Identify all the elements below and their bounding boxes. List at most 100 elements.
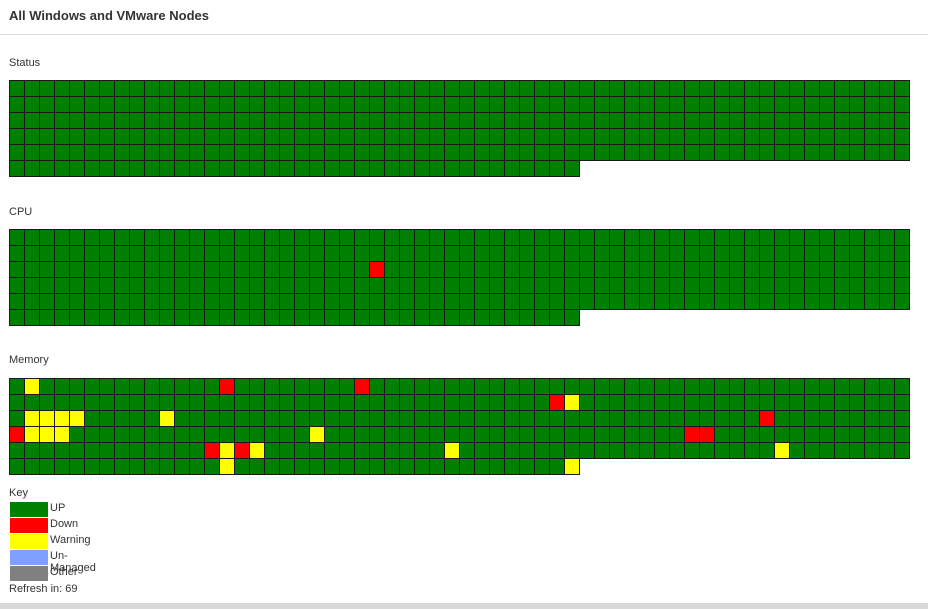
node-cell[interactable] [189,96,205,113]
node-cell[interactable] [429,128,445,145]
node-cell[interactable] [684,80,700,97]
node-cell[interactable] [189,128,205,145]
node-cell[interactable] [9,144,25,161]
node-cell[interactable] [759,80,775,97]
node-cell[interactable] [459,378,475,395]
node-cell[interactable] [294,394,310,411]
node-cell[interactable] [219,261,235,278]
node-cell[interactable] [579,426,595,443]
node-cell[interactable] [834,277,850,294]
node-cell[interactable] [789,410,805,427]
node-cell[interactable] [294,112,310,129]
node-cell[interactable] [399,80,415,97]
node-cell[interactable] [549,128,565,145]
node-cell[interactable] [849,426,865,443]
node-cell[interactable] [519,80,535,97]
node-cell[interactable] [189,229,205,246]
node-cell[interactable] [849,112,865,129]
node-cell[interactable] [9,309,25,326]
node-cell[interactable] [804,378,820,395]
node-cell[interactable] [504,160,520,177]
node-cell[interactable] [24,96,40,113]
node-cell[interactable] [459,144,475,161]
node-cell[interactable] [474,96,490,113]
node-cell[interactable] [879,293,895,310]
node-cell[interactable] [564,96,580,113]
node-cell[interactable] [129,394,145,411]
node-cell[interactable] [354,245,370,262]
node-cell[interactable] [669,261,685,278]
node-cell[interactable] [189,245,205,262]
node-cell[interactable] [684,245,700,262]
node-cell[interactable] [729,442,745,459]
node-cell[interactable] [189,112,205,129]
node-cell[interactable] [264,96,280,113]
node-cell[interactable] [849,261,865,278]
node-cell[interactable] [159,128,175,145]
node-cell[interactable] [594,128,610,145]
node-cell[interactable] [279,80,295,97]
node-cell[interactable] [609,261,625,278]
node-cell[interactable] [489,378,505,395]
node-cell[interactable] [849,277,865,294]
node-cell[interactable] [309,442,325,459]
node-cell[interactable] [729,378,745,395]
node-cell[interactable] [624,128,640,145]
node-cell[interactable] [759,245,775,262]
node-cell[interactable] [819,293,835,310]
node-cell[interactable] [579,277,595,294]
node-cell[interactable] [444,293,460,310]
node-cell[interactable] [369,96,385,113]
node-cell[interactable] [624,378,640,395]
node-cell[interactable] [414,160,430,177]
node-cell[interactable] [459,160,475,177]
node-cell[interactable] [459,458,475,475]
node-cell[interactable] [819,261,835,278]
node-cell[interactable] [54,261,70,278]
node-cell[interactable] [804,80,820,97]
node-cell[interactable] [774,261,790,278]
node-cell[interactable] [879,394,895,411]
node-cell[interactable] [324,309,340,326]
node-cell[interactable] [774,378,790,395]
node-cell[interactable] [519,229,535,246]
node-cell[interactable] [99,229,115,246]
node-cell[interactable] [864,229,880,246]
node-cell[interactable] [39,96,55,113]
node-cell[interactable] [384,160,400,177]
node-cell[interactable] [294,261,310,278]
node-cell[interactable] [639,144,655,161]
node-cell[interactable] [9,160,25,177]
node-cell[interactable] [444,229,460,246]
node-cell[interactable] [324,112,340,129]
node-cell[interactable] [489,112,505,129]
node-cell[interactable] [144,80,160,97]
node-cell[interactable] [549,309,565,326]
node-cell[interactable] [264,277,280,294]
node-cell[interactable] [684,277,700,294]
node-cell[interactable] [234,309,250,326]
node-cell[interactable] [99,426,115,443]
node-cell[interactable] [894,80,910,97]
node-cell[interactable] [519,293,535,310]
node-cell[interactable] [879,112,895,129]
node-cell[interactable] [534,112,550,129]
node-cell[interactable] [474,394,490,411]
node-cell[interactable] [324,293,340,310]
node-cell[interactable] [444,378,460,395]
node-cell[interactable] [714,277,730,294]
node-cell[interactable] [234,160,250,177]
node-cell[interactable] [624,261,640,278]
node-cell[interactable] [489,261,505,278]
node-cell[interactable] [864,261,880,278]
node-cell[interactable] [384,128,400,145]
node-cell[interactable] [699,394,715,411]
node-cell[interactable] [894,426,910,443]
node-cell[interactable] [504,309,520,326]
node-cell[interactable] [669,80,685,97]
node-cell[interactable] [264,160,280,177]
node-cell[interactable] [324,378,340,395]
node-cell[interactable] [444,410,460,427]
node-cell[interactable] [879,426,895,443]
node-cell[interactable] [774,229,790,246]
